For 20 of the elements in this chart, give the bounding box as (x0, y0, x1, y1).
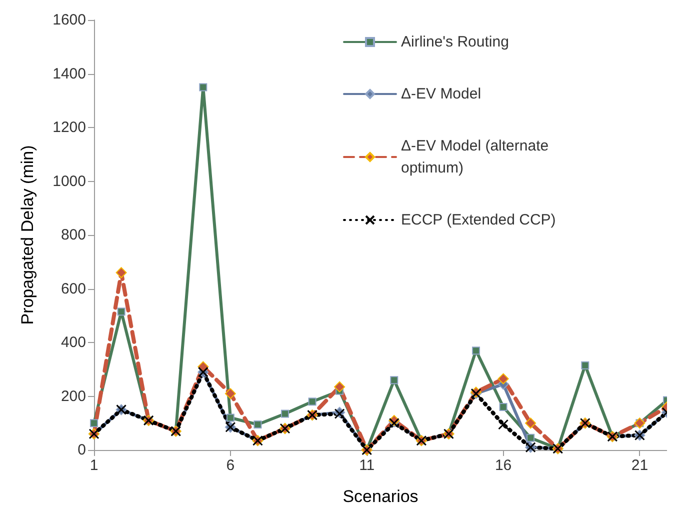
y-axis-title: Propagated Delay (min) (18, 145, 37, 325)
y-tick-label: 1600 (52, 12, 86, 28)
legend-label: Airline's Routing (401, 34, 509, 50)
x-tick-label: 6 (226, 457, 235, 474)
x-tick-label: 21 (631, 457, 648, 474)
legend-label: Δ-EV Model (alternate optimum) (401, 138, 553, 176)
x-tick-label: 16 (494, 457, 512, 474)
x-tick-label: 11 (359, 457, 375, 474)
y-tick-label: 400 (60, 334, 86, 351)
y-tick-label: 1400 (52, 65, 86, 82)
y-tick-label: 600 (60, 280, 86, 298)
y-tick-label: 0 (78, 442, 86, 458)
x-tick-label: 1 (90, 457, 98, 474)
y-tick-label: 200 (60, 388, 86, 405)
legend-label: Δ-EV Model (401, 86, 482, 102)
y-tick-label: 1000 (52, 172, 86, 190)
x-axis-title: Scenarios (342, 487, 418, 506)
legend-label: ECCP (Extended CCP) (401, 212, 556, 228)
y-tick-label: 1200 (52, 119, 86, 136)
y-tick-label: 800 (60, 226, 86, 244)
